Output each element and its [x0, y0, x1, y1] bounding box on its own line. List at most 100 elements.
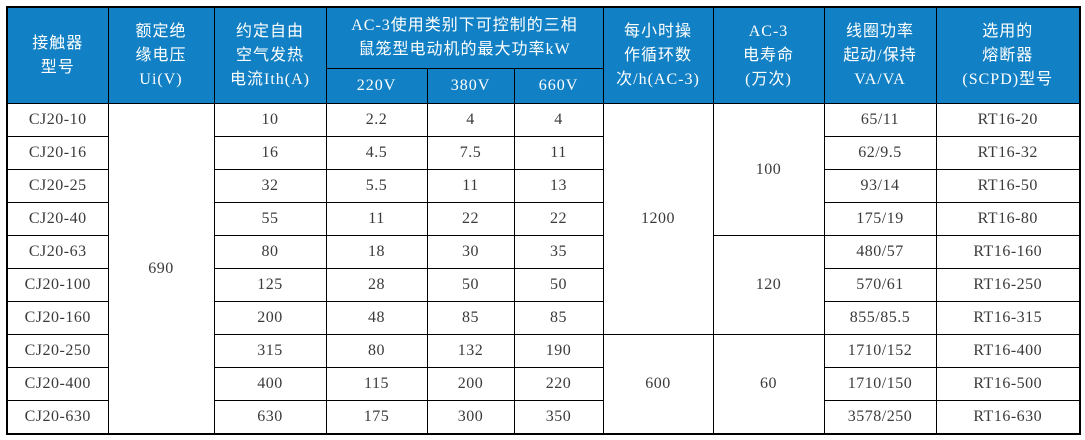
cell-coil-power: 3578/250 — [823, 400, 937, 435]
cell-thermal-current: 630 — [213, 400, 327, 435]
contactor-spec-table: 接触器 型号 额定绝 缘电压 Ui(V) 约定自由 空气发热 电流Ith(A) … — [6, 6, 1081, 435]
cell-coil-power: 175/19 — [823, 202, 937, 236]
cell-cycles-per-hour: 600 — [602, 334, 714, 435]
cell-model: CJ20-16 — [6, 136, 109, 170]
cell-power-220v: 11 — [325, 202, 428, 236]
cell-power-660v: 13 — [513, 169, 604, 203]
cell-model: CJ20-400 — [6, 367, 109, 401]
cell-thermal-current: 400 — [213, 367, 327, 401]
table-row: CJ20-63 80 18 30 35 120 480/57 RT16-160 — [6, 235, 1081, 335]
cell-fuse-type: RT16-315 — [935, 301, 1081, 335]
cell-fuse-type: RT16-250 — [935, 268, 1081, 302]
table-row: CJ20-630 630 175 300 350 3578/250 RT16-630 — [6, 400, 1081, 435]
cell-power-380v: 22 — [426, 202, 515, 236]
table-row: CJ20-16 16 4.5 7.5 11 62/9.5 RT16-32 — [6, 136, 1081, 170]
cell-power-380v: 300 — [426, 400, 515, 435]
cell-power-220v: 175 — [325, 400, 428, 435]
cell-power-220v: 48 — [325, 301, 428, 335]
cell-power-380v: 11 — [426, 169, 515, 203]
header-ac3-electrical-life: AC-3 电寿命 (万次) — [712, 6, 825, 104]
cell-model: CJ20-160 — [6, 301, 109, 335]
cell-cycles-per-hour: 1200 — [602, 103, 714, 335]
cell-model: CJ20-63 — [6, 235, 109, 269]
cell-power-380v: 85 — [426, 301, 515, 335]
cell-power-660v: 4 — [513, 103, 604, 137]
header-operating-cycles: 每小时操 作循环数 次/h(AC-3) — [602, 6, 714, 104]
cell-coil-power: 62/9.5 — [823, 136, 937, 170]
cell-ui-voltage: 690 — [107, 103, 215, 435]
cell-power-380v: 4 — [426, 103, 515, 137]
header-fuse-type: 选用的 熔断器 (SCPD)型号 — [935, 6, 1081, 104]
header-coil-power: 线圈功率 起动/保持 VA/VA — [823, 6, 937, 104]
cell-coil-power: 570/61 — [823, 268, 937, 302]
cell-power-220v: 5.5 — [325, 169, 428, 203]
cell-fuse-type: RT16-80 — [935, 202, 1081, 236]
header-sub-380v: 380V — [426, 68, 515, 104]
cell-power-220v: 18 — [325, 235, 428, 269]
cell-model: CJ20-100 — [6, 268, 109, 302]
table-header: 接触器 型号 额定绝 缘电压 Ui(V) 约定自由 空气发热 电流Ith(A) … — [6, 6, 1081, 104]
cell-electrical-life: 100 — [712, 103, 825, 236]
cell-power-380v: 30 — [426, 235, 515, 269]
header-sub-660v: 660V — [513, 68, 604, 104]
table-row: CJ20-40 55 11 22 22 175/19 RT16-80 — [6, 202, 1081, 236]
table-row: CJ20-250 315 80 132 190 600 60 1710/152 RT16-400 — [6, 334, 1081, 435]
header-sub-220v: 220V — [325, 68, 428, 104]
cell-thermal-current: 200 — [213, 301, 327, 335]
cell-power-660v: 85 — [513, 301, 604, 335]
cell-fuse-type: RT16-20 — [935, 103, 1081, 137]
cell-coil-power: 1710/150 — [823, 367, 937, 401]
header-thermal-current: 约定自由 空气发热 电流Ith(A) — [213, 6, 327, 104]
cell-model: CJ20-250 — [6, 334, 109, 368]
table-body: CJ20-10 690 10 2.2 4 4 1200 100 65/11 RT16-20 CJ20… — [6, 103, 1081, 435]
cell-fuse-type: RT16-50 — [935, 169, 1081, 203]
cell-thermal-current: 125 — [213, 268, 327, 302]
cell-power-380v: 132 — [426, 334, 515, 368]
cell-power-660v: 220 — [513, 367, 604, 401]
cell-power-660v: 190 — [513, 334, 604, 368]
cell-coil-power: 65/11 — [823, 103, 937, 137]
cell-model: CJ20-10 — [6, 103, 109, 137]
cell-thermal-current: 55 — [213, 202, 327, 236]
cell-coil-power: 93/14 — [823, 169, 937, 203]
cell-thermal-current: 16 — [213, 136, 327, 170]
table-row: CJ20-25 32 5.5 11 13 93/14 RT16-50 — [6, 169, 1081, 203]
cell-fuse-type: RT16-500 — [935, 367, 1081, 401]
cell-power-660v: 350 — [513, 400, 604, 435]
cell-model: CJ20-630 — [6, 400, 109, 435]
table-row: CJ20-10 690 10 2.2 4 4 1200 100 65/11 RT16-20 — [6, 103, 1081, 435]
cell-power-220v: 28 — [325, 268, 428, 302]
cell-coil-power: 1710/152 — [823, 334, 937, 368]
header-contactor-model: 接触器 型号 — [6, 6, 109, 104]
cell-fuse-type: RT16-400 — [935, 334, 1081, 368]
cell-coil-power: 855/85.5 — [823, 301, 937, 335]
cell-model: CJ20-40 — [6, 202, 109, 236]
cell-power-660v: 22 — [513, 202, 604, 236]
cell-power-220v: 2.2 — [325, 103, 428, 137]
cell-power-660v: 11 — [513, 136, 604, 170]
header-ac3-max-power-group: AC-3使用类别下可控制的三相 鼠笼型电动机的最大功率kW — [325, 6, 604, 69]
cell-coil-power: 480/57 — [823, 235, 937, 269]
cell-power-220v: 115 — [325, 367, 428, 401]
cell-thermal-current: 315 — [213, 334, 327, 368]
cell-power-660v: 35 — [513, 235, 604, 269]
table-row: CJ20-400 400 115 200 220 1710/150 RT16-500 — [6, 367, 1081, 401]
cell-fuse-type: RT16-630 — [935, 400, 1081, 435]
header-rated-insulation-voltage: 额定绝 缘电压 Ui(V) — [107, 6, 215, 104]
cell-electrical-life: 120 — [712, 235, 825, 335]
header-row-voltages: 220V 380V 660V — [7, 68, 1080, 104]
cell-fuse-type: RT16-32 — [935, 136, 1081, 170]
cell-power-220v: 4.5 — [325, 136, 428, 170]
cell-power-380v: 50 — [426, 268, 515, 302]
header-row-main: 接触器 型号 额定绝 缘电压 Ui(V) 约定自由 空气发热 电流Ith(A) … — [6, 6, 1081, 104]
table-row: CJ20-100 125 28 50 50 570/61 RT16-250 — [6, 268, 1081, 302]
cell-electrical-life: 60 — [712, 334, 825, 435]
cell-power-220v: 80 — [325, 334, 428, 368]
cell-thermal-current: 32 — [213, 169, 327, 203]
cell-power-380v: 7.5 — [426, 136, 515, 170]
cell-thermal-current: 10 — [213, 103, 327, 137]
cell-fuse-type: RT16-160 — [935, 235, 1081, 269]
cell-power-380v: 200 — [426, 367, 515, 401]
cell-power-660v: 50 — [513, 268, 604, 302]
